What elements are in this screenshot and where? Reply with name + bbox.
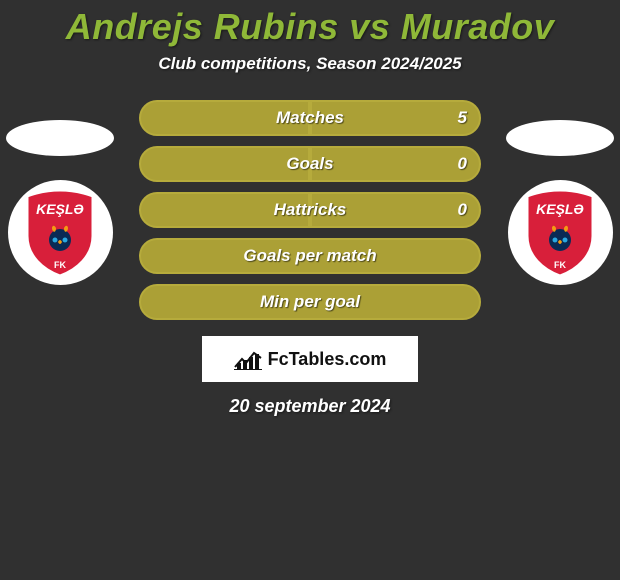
stat-bar-right: [310, 146, 481, 182]
brand-text: FcTables.com: [268, 349, 387, 370]
player-right-crest: KEŞLƏ FK: [508, 180, 613, 285]
stat-row: Hattricks 0: [139, 192, 481, 228]
svg-text:FK: FK: [554, 260, 566, 270]
svg-text:FK: FK: [54, 260, 66, 270]
date-text: 20 september 2024: [0, 396, 620, 417]
stat-value-right: 5: [458, 108, 467, 128]
stat-label: Min per goal: [260, 292, 360, 312]
page-title: Andrejs Rubins vs Muradov: [0, 0, 620, 48]
stat-value-right: 0: [458, 154, 467, 174]
stat-label: Goals: [286, 154, 333, 174]
player-left-crest: KEŞLƏ FK: [8, 180, 113, 285]
player-right-block: KEŞLƏ FK: [500, 120, 620, 285]
stat-label: Matches: [276, 108, 344, 128]
stat-bar-left: [139, 146, 310, 182]
svg-text:KEŞLƏ: KEŞLƏ: [536, 201, 584, 217]
stat-value-right: 0: [458, 200, 467, 220]
subtitle: Club competitions, Season 2024/2025: [0, 54, 620, 74]
brand-badge[interactable]: FcTables.com: [202, 336, 418, 382]
player-left-disc: [6, 120, 114, 156]
stat-row: Goals 0: [139, 146, 481, 182]
stat-row: Min per goal: [139, 284, 481, 320]
stat-label: Goals per match: [243, 246, 376, 266]
stat-label: Hattricks: [274, 200, 347, 220]
svg-text:KEŞLƏ: KEŞLƏ: [36, 201, 84, 217]
player-right-disc: [506, 120, 614, 156]
stat-row: Matches 5: [139, 100, 481, 136]
player-left-block: KEŞLƏ FK: [0, 120, 120, 285]
stat-row: Goals per match: [139, 238, 481, 274]
brand-chart-icon: [234, 348, 262, 370]
